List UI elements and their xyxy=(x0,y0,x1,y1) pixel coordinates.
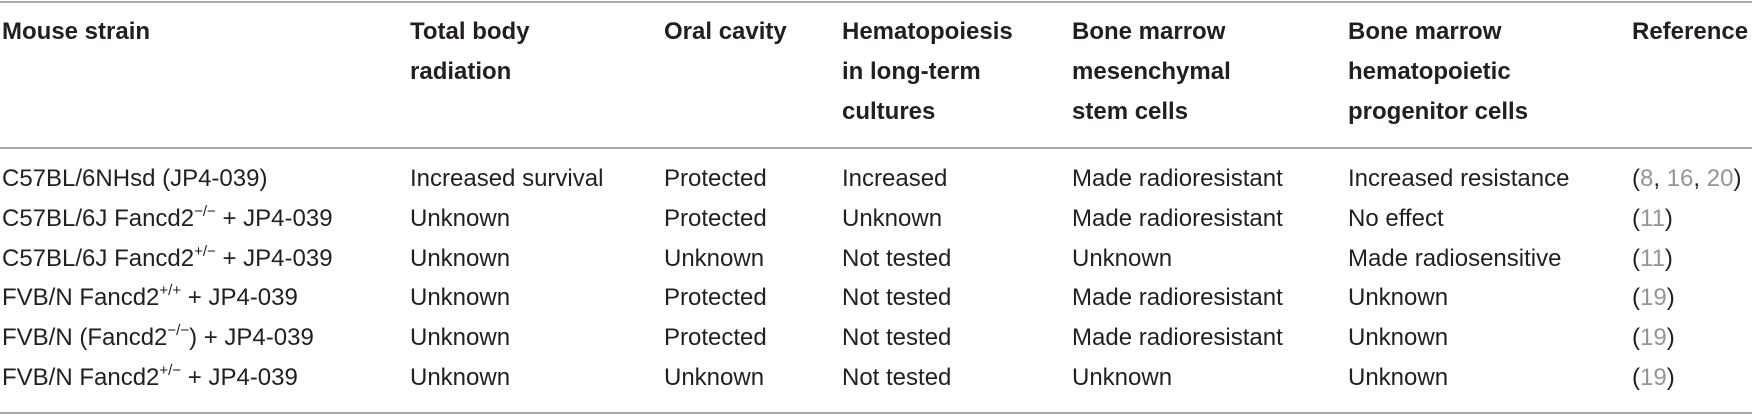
body-cell: Made radiosensitive xyxy=(1348,244,1562,272)
body-cell: Unknown xyxy=(410,364,511,391)
header-cell: Mouse strain xyxy=(2,18,151,45)
genotype: +/− xyxy=(159,362,182,379)
top-rule xyxy=(0,1,1752,3)
reference-number: 8 xyxy=(1640,165,1654,192)
body-cell: Unknown xyxy=(1072,364,1173,391)
reference-cell: (11) xyxy=(1632,199,1673,239)
body-cell: Not tested xyxy=(842,364,952,391)
reference-punct: ( xyxy=(1632,284,1640,312)
body-cell: Protected xyxy=(664,165,767,192)
reference-punct: ( xyxy=(1632,204,1640,232)
body-cell: Unknown xyxy=(842,204,943,232)
reference-cell: (19) xyxy=(1632,358,1675,398)
reference-cell: (19) xyxy=(1632,318,1675,358)
strain-text: + JP4-039 xyxy=(181,364,298,391)
strain-text: + JP4-039 xyxy=(181,284,298,312)
body-cell: Protected xyxy=(664,324,767,352)
body-cell: Unknown xyxy=(1348,364,1449,391)
body-cell: Made radioresistant xyxy=(1072,204,1283,232)
header-cell: hematopoietic xyxy=(1348,58,1511,85)
body-cell: Increased survival xyxy=(410,165,604,192)
strain-text: + JP4-039 xyxy=(215,204,333,232)
header-cell: mesenchymal xyxy=(1072,58,1231,85)
reference-number: 11 xyxy=(1640,204,1665,232)
header-cell: Bone marrow xyxy=(1072,18,1226,45)
reference-punct: ) xyxy=(1666,284,1675,312)
header-cell: Total body xyxy=(410,18,530,45)
header-rule xyxy=(0,147,1752,149)
body-cell: Made radioresistant xyxy=(1072,165,1283,192)
reference-punct: ) xyxy=(1664,244,1673,272)
body-cell: Protected xyxy=(664,284,767,312)
header-cell: Hematopoiesis xyxy=(842,18,1013,45)
genotype: −/− xyxy=(194,202,216,220)
reference-punct: ) xyxy=(1666,364,1675,391)
reference-cell: (19) xyxy=(1632,278,1675,318)
reference-punct: ( xyxy=(1632,324,1640,352)
header-cell: stem cells xyxy=(1072,98,1189,125)
body-cell: Unknown xyxy=(410,324,511,352)
bottom-rule xyxy=(0,412,1752,414)
reference-punct: ( xyxy=(1632,244,1640,272)
body-cell: Increased resistance xyxy=(1348,165,1570,192)
body-cell: Unknown xyxy=(410,204,511,232)
strain-text: + JP4-039 xyxy=(215,244,333,272)
header-cell: Reference xyxy=(1632,18,1749,45)
body-cell: Not tested xyxy=(842,324,952,352)
reference-punct: , xyxy=(1653,165,1667,192)
strain-cell: FVB/N Fancd2+/+ + JP4-039 xyxy=(2,278,298,318)
genotype: −/− xyxy=(167,322,190,340)
header-cell: Bone marrow xyxy=(1348,18,1502,45)
reference-number: 19 xyxy=(1640,364,1667,391)
body-cell: Unknown xyxy=(1072,244,1173,272)
header-cell: Oral cavity xyxy=(664,18,787,45)
body-cell: Protected xyxy=(664,204,767,232)
reference-cell: (8, 16, 20) xyxy=(1632,159,1741,199)
strain-text: C57BL/6J Fancd2 xyxy=(2,244,195,272)
reference-punct: ) xyxy=(1664,204,1673,232)
body-cell: No effect xyxy=(1348,204,1444,232)
body-cell: Not tested xyxy=(842,284,952,312)
reference-cell: (11) xyxy=(1632,239,1673,279)
body-cell: Unknown xyxy=(410,284,511,312)
genotype: +/+ xyxy=(159,282,182,300)
strain-cell: C57BL/6NHsd (JP4-039) xyxy=(2,159,267,199)
reference-number: 16 xyxy=(1666,165,1694,192)
reference-number: 11 xyxy=(1640,244,1665,272)
strain-text: C57BL/6NHsd (JP4-039) xyxy=(2,165,268,192)
body-cell: Made radioresistant xyxy=(1072,324,1283,352)
strain-cell: FVB/N (Fancd2−/−) + JP4-039 xyxy=(2,318,314,358)
header-cell: cultures xyxy=(842,98,936,125)
reference-punct: ( xyxy=(1632,165,1640,192)
body-cell: Unknown xyxy=(1348,324,1449,352)
body-cell: Increased xyxy=(842,165,948,192)
strain-cell: C57BL/6J Fancd2−/− + JP4-039 xyxy=(2,199,333,239)
body-cell: Unknown xyxy=(410,244,511,272)
body-cell: Unknown xyxy=(1348,284,1449,312)
reference-punct: ) xyxy=(1733,165,1742,192)
body-cell: Unknown xyxy=(664,364,765,391)
reference-number: 20 xyxy=(1706,165,1734,192)
strain-text: ) + JP4-039 xyxy=(189,324,314,352)
header-cell: radiation xyxy=(410,58,512,85)
reference-punct: ( xyxy=(1632,364,1640,391)
genotype: +/− xyxy=(194,242,216,260)
strain-cell: C57BL/6J Fancd2+/− + JP4-039 xyxy=(2,239,333,279)
header-cell: in long-term xyxy=(842,58,981,85)
body-cell: Not tested xyxy=(842,244,952,272)
header-cell: progenitor cells xyxy=(1348,98,1529,125)
body-cell: Made radioresistant xyxy=(1072,284,1283,312)
strain-text: FVB/N Fancd2 xyxy=(2,364,160,391)
strain-cell: FVB/N Fancd2+/− + JP4-039 xyxy=(2,358,298,398)
reference-number: 19 xyxy=(1640,284,1667,312)
strain-text: FVB/N Fancd2 xyxy=(2,284,160,312)
reference-punct: ) xyxy=(1666,324,1675,352)
strain-text: C57BL/6J Fancd2 xyxy=(2,204,195,232)
strain-text: FVB/N (Fancd2 xyxy=(2,324,168,352)
reference-number: 19 xyxy=(1640,324,1667,352)
reference-punct: , xyxy=(1693,165,1707,192)
body-cell: Unknown xyxy=(664,244,765,272)
